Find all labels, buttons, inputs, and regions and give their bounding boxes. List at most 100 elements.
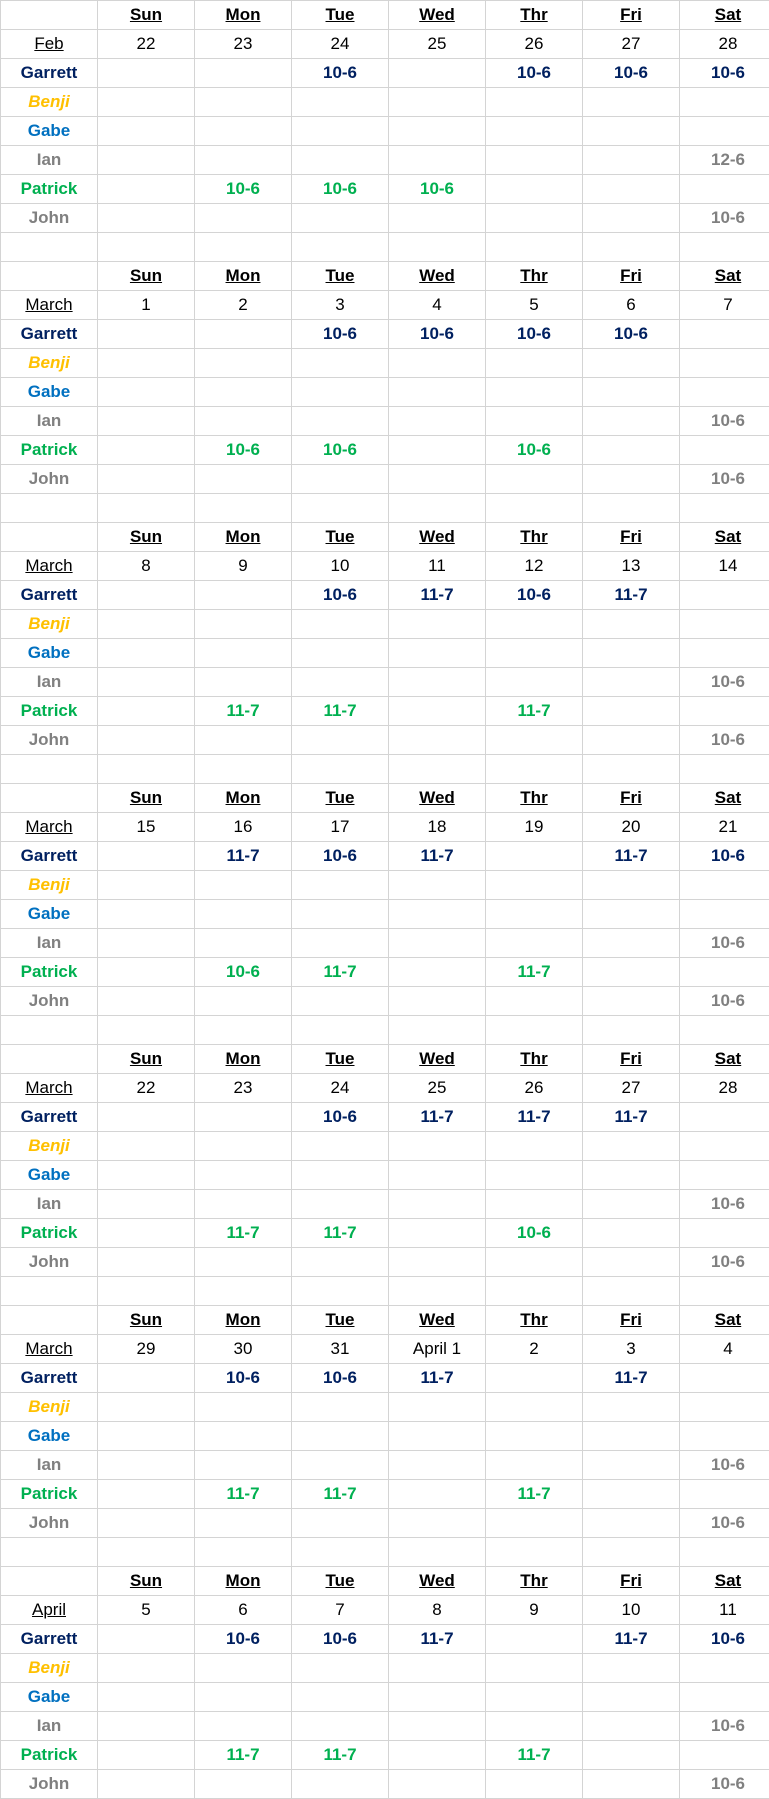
shift-cell[interactable]	[680, 1161, 769, 1190]
shift-cell[interactable]: 10-6	[680, 726, 769, 755]
shift-cell[interactable]: 10-6	[680, 1190, 769, 1219]
shift-cell[interactable]	[98, 175, 195, 204]
shift-cell[interactable]	[680, 639, 769, 668]
date-cell[interactable]: 11	[389, 552, 486, 581]
shift-cell[interactable]	[680, 1364, 769, 1393]
empty-cell[interactable]	[680, 233, 769, 262]
shift-cell[interactable]	[486, 1393, 583, 1422]
shift-cell[interactable]: 10-6	[195, 1625, 292, 1654]
date-cell[interactable]: 27	[583, 30, 680, 59]
day-header[interactable]: Wed	[389, 784, 486, 813]
empty-cell[interactable]	[583, 1538, 680, 1567]
shift-cell[interactable]	[389, 610, 486, 639]
shift-cell[interactable]: 10-6	[680, 407, 769, 436]
day-header[interactable]: Thr	[486, 1567, 583, 1596]
shift-cell[interactable]	[389, 146, 486, 175]
shift-cell[interactable]	[195, 1654, 292, 1683]
shift-cell[interactable]	[680, 1219, 769, 1248]
empty-cell[interactable]	[195, 494, 292, 523]
empty-cell[interactable]	[292, 1016, 389, 1045]
shift-cell[interactable]	[98, 117, 195, 146]
shift-cell[interactable]	[195, 1770, 292, 1799]
shift-cell[interactable]	[98, 726, 195, 755]
date-cell[interactable]: 29	[98, 1335, 195, 1364]
shift-cell[interactable]	[389, 900, 486, 929]
shift-cell[interactable]	[292, 871, 389, 900]
person-name[interactable]: Garrett	[1, 320, 98, 349]
shift-cell[interactable]	[486, 1161, 583, 1190]
shift-cell[interactable]	[583, 1480, 680, 1509]
shift-cell[interactable]	[195, 465, 292, 494]
shift-cell[interactable]	[292, 1451, 389, 1480]
date-cell[interactable]: 16	[195, 813, 292, 842]
shift-cell[interactable]	[98, 378, 195, 407]
shift-cell[interactable]	[583, 1770, 680, 1799]
shift-cell[interactable]	[195, 117, 292, 146]
shift-cell[interactable]	[195, 900, 292, 929]
shift-cell[interactable]: 10-6	[292, 175, 389, 204]
shift-cell[interactable]	[98, 1161, 195, 1190]
shift-cell[interactable]	[389, 697, 486, 726]
shift-cell[interactable]	[98, 1625, 195, 1654]
person-name[interactable]: John	[1, 987, 98, 1016]
shift-cell[interactable]	[98, 1712, 195, 1741]
shift-cell[interactable]: 10-6	[292, 436, 389, 465]
shift-cell[interactable]	[389, 1509, 486, 1538]
person-name[interactable]: Patrick	[1, 1480, 98, 1509]
day-header[interactable]: Wed	[389, 1567, 486, 1596]
shift-cell[interactable]	[98, 581, 195, 610]
empty-cell[interactable]	[292, 494, 389, 523]
person-name[interactable]: Gabe	[1, 639, 98, 668]
empty-cell[interactable]	[389, 494, 486, 523]
empty-cell[interactable]	[1, 1016, 98, 1045]
day-header[interactable]: Tue	[292, 784, 389, 813]
shift-cell[interactable]	[292, 1132, 389, 1161]
shift-cell[interactable]	[98, 465, 195, 494]
shift-cell[interactable]: 10-6	[680, 668, 769, 697]
shift-cell[interactable]	[389, 436, 486, 465]
person-name[interactable]: Benji	[1, 88, 98, 117]
empty-cell[interactable]	[486, 1538, 583, 1567]
day-header[interactable]: Wed	[389, 1045, 486, 1074]
month-label[interactable]: April	[1, 1596, 98, 1625]
shift-cell[interactable]: 10-6	[680, 59, 769, 88]
shift-cell[interactable]	[486, 842, 583, 871]
shift-cell[interactable]	[583, 726, 680, 755]
person-name[interactable]: Patrick	[1, 1219, 98, 1248]
date-cell[interactable]: 3	[583, 1335, 680, 1364]
date-cell[interactable]: 2	[195, 291, 292, 320]
shift-cell[interactable]	[389, 639, 486, 668]
shift-cell[interactable]: 11-7	[486, 697, 583, 726]
day-header[interactable]: Sun	[98, 262, 195, 291]
shift-cell[interactable]	[389, 1190, 486, 1219]
day-header[interactable]: Mon	[195, 1045, 292, 1074]
date-cell[interactable]: 4	[389, 291, 486, 320]
shift-cell[interactable]	[292, 1422, 389, 1451]
shift-cell[interactable]	[389, 88, 486, 117]
empty-cell[interactable]	[292, 233, 389, 262]
shift-cell[interactable]: 10-6	[486, 1219, 583, 1248]
empty-cell[interactable]	[292, 755, 389, 784]
shift-cell[interactable]	[292, 204, 389, 233]
shift-cell[interactable]	[98, 1683, 195, 1712]
date-cell[interactable]: 25	[389, 1074, 486, 1103]
person-name[interactable]: John	[1, 726, 98, 755]
person-name[interactable]: John	[1, 1509, 98, 1538]
shift-cell[interactable]: 11-7	[292, 1741, 389, 1770]
shift-cell[interactable]: 11-7	[389, 842, 486, 871]
shift-cell[interactable]	[486, 987, 583, 1016]
shift-cell[interactable]: 12-6	[680, 146, 769, 175]
shift-cell[interactable]	[486, 349, 583, 378]
day-header[interactable]: Sat	[680, 784, 769, 813]
day-header[interactable]: Thr	[486, 784, 583, 813]
shift-cell[interactable]	[583, 1654, 680, 1683]
empty-cell[interactable]	[583, 755, 680, 784]
shift-cell[interactable]	[98, 1219, 195, 1248]
date-cell[interactable]: 28	[680, 1074, 769, 1103]
shift-cell[interactable]: 10-6	[680, 929, 769, 958]
shift-cell[interactable]: 10-6	[680, 842, 769, 871]
day-header[interactable]: Sun	[98, 1, 195, 30]
shift-cell[interactable]	[98, 1741, 195, 1770]
shift-cell[interactable]: 10-6	[486, 320, 583, 349]
day-header[interactable]: Thr	[486, 262, 583, 291]
